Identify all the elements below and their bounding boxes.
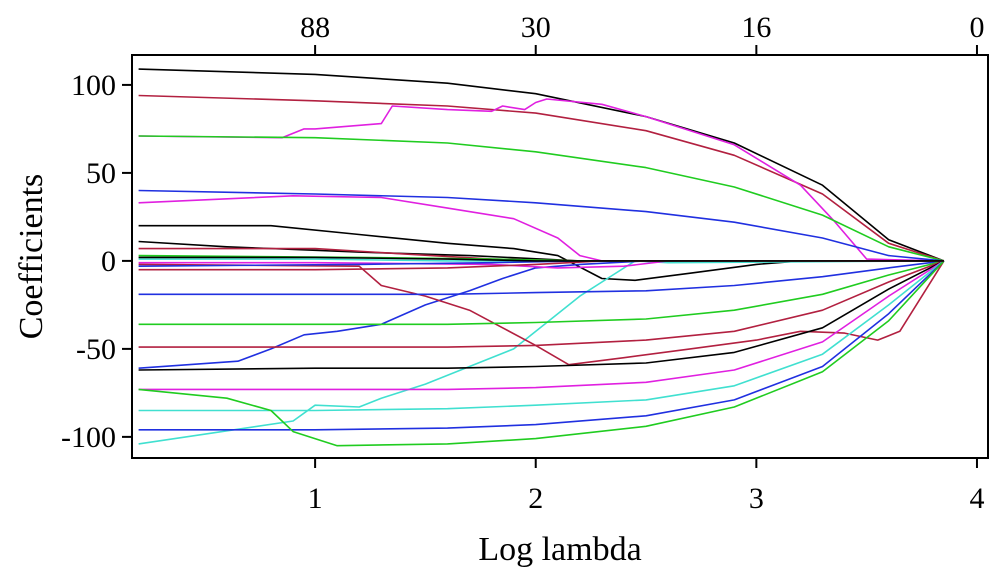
- series-line-4: [138, 135, 945, 262]
- series-line-15: [138, 260, 945, 348]
- plot-frame: [131, 54, 989, 459]
- y-axis-title: Coefficients: [13, 174, 50, 340]
- y-axis-ticks: 100 50 0 -50 -100: [61, 69, 132, 454]
- series-line-17: [138, 260, 945, 391]
- x-axis-title: Log lambda: [478, 531, 641, 568]
- x-tick-label: 2: [528, 482, 543, 515]
- series-line-26: [138, 256, 944, 262]
- y-tick-label: -50: [76, 333, 116, 366]
- series-line-19: [138, 260, 945, 431]
- top-tick-label: 16: [741, 11, 771, 44]
- y-tick-label: -100: [61, 421, 116, 454]
- series-line-20: [138, 260, 945, 447]
- series-line-11: [138, 260, 944, 369]
- y-tick-label: 0: [101, 245, 116, 278]
- series-line-3: [138, 98, 944, 262]
- series-line-1: [138, 68, 945, 262]
- y-tick-label: 50: [86, 157, 116, 190]
- top-tick-label: 88: [300, 11, 330, 44]
- x-tick-label: 3: [749, 482, 764, 515]
- series-group: [138, 68, 945, 447]
- series-line-10: [138, 260, 944, 445]
- top-tick-label: 0: [969, 11, 984, 44]
- series-line-13: [138, 260, 945, 296]
- top-tick-label: 30: [521, 11, 551, 44]
- series-line-18: [138, 260, 945, 412]
- x-tick-label: 4: [969, 482, 984, 515]
- top-axis-ticks: 88 30 16 0: [300, 11, 984, 55]
- series-line-2: [138, 94, 945, 262]
- x-tick-label: 1: [308, 482, 323, 515]
- series-line-14: [138, 260, 945, 326]
- series-line-16: [138, 260, 945, 371]
- series-line-5: [138, 189, 944, 262]
- x-axis-ticks: 1 2 3 4: [308, 458, 984, 515]
- y-tick-label: 100: [71, 69, 116, 102]
- series-line-7: [138, 224, 944, 282]
- series-line-6: [138, 195, 944, 262]
